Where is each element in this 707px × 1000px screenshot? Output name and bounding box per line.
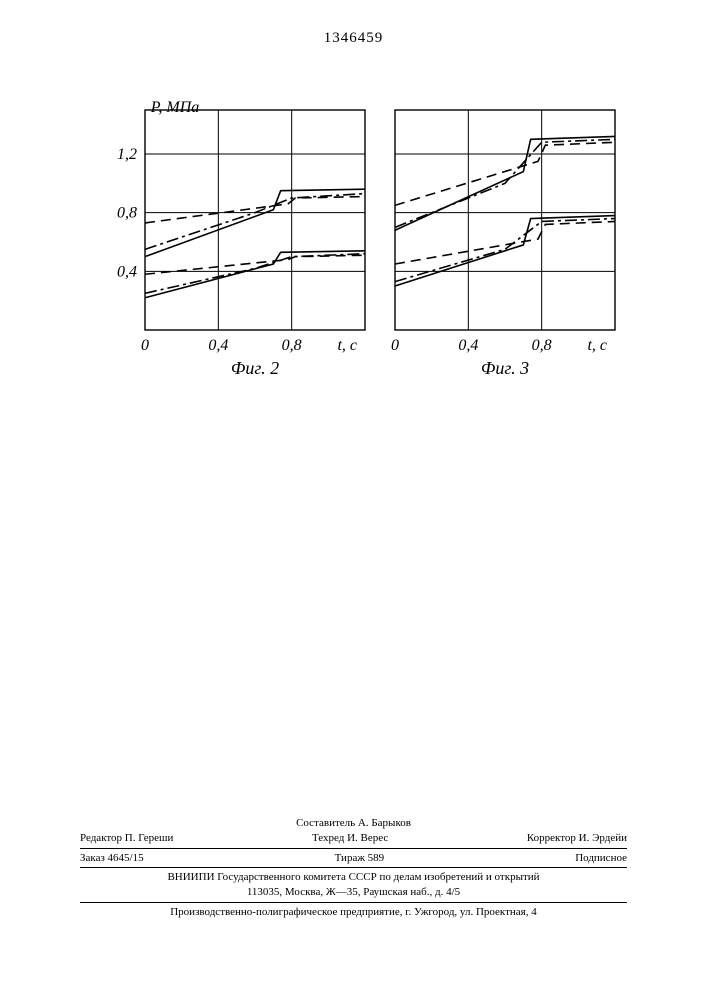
- footer-order-row: Заказ 4645/15 Тираж 589 Подписное: [80, 851, 627, 866]
- footer-editor: Редактор П. Гереши: [80, 831, 173, 846]
- footer-corrector: Корректор И. Эрдейи: [527, 831, 627, 846]
- footer-podpisnoe: Подписное: [575, 851, 627, 866]
- svg-text:0,4: 0,4: [208, 337, 228, 354]
- svg-text:0,4: 0,4: [117, 263, 137, 280]
- footer-techred: Техред И. Верес: [312, 831, 388, 846]
- footer-compiler: Составитель А. Барыков: [80, 816, 627, 831]
- document-number: 1346459: [0, 30, 707, 47]
- svg-text:Фиг. 3: Фиг. 3: [481, 358, 529, 378]
- svg-text:1,2: 1,2: [117, 146, 137, 163]
- footer-org1: ВНИИПИ Государственного комитета СССР по…: [80, 870, 627, 885]
- footer-divider-3: [80, 902, 627, 903]
- charts-svg: P, МПа 0,4 0,8 1,2 0 0,4 0,8 t, c Фиг. 2 0 0,4 0,8 t…: [90, 100, 630, 410]
- svg-text:0,8: 0,8: [117, 205, 137, 222]
- svg-text:P, МПа: P, МПа: [150, 100, 200, 116]
- footer-org2: 113035, Москва, Ж—35, Раушская наб., д. …: [80, 885, 627, 900]
- footer-block: Составитель А. Барыков Редактор П. Гереш…: [80, 816, 627, 920]
- footer-divider-2: [80, 867, 627, 868]
- svg-text:0: 0: [141, 337, 149, 354]
- svg-text:0,8: 0,8: [282, 337, 302, 354]
- footer-order: Заказ 4645/15: [80, 851, 144, 866]
- svg-text:0: 0: [391, 337, 399, 354]
- svg-text:0,8: 0,8: [532, 337, 552, 354]
- footer-printer: Производственно-полиграфическое предприя…: [80, 905, 627, 920]
- footer-credits-row: Редактор П. Гереши Техред И. Верес Корре…: [80, 831, 627, 846]
- svg-text:0,4: 0,4: [458, 337, 478, 354]
- footer-tirazh: Тираж 589: [335, 851, 385, 866]
- page: 1346459 P, МПа 0,4 0,8 1,2 0 0,4 0,8 t, c Фиг. 2…: [0, 0, 707, 1000]
- footer-divider-1: [80, 848, 627, 849]
- svg-text:t, c: t, c: [587, 337, 607, 354]
- svg-text:Фиг. 2: Фиг. 2: [231, 358, 279, 378]
- svg-text:t, c: t, c: [337, 337, 357, 354]
